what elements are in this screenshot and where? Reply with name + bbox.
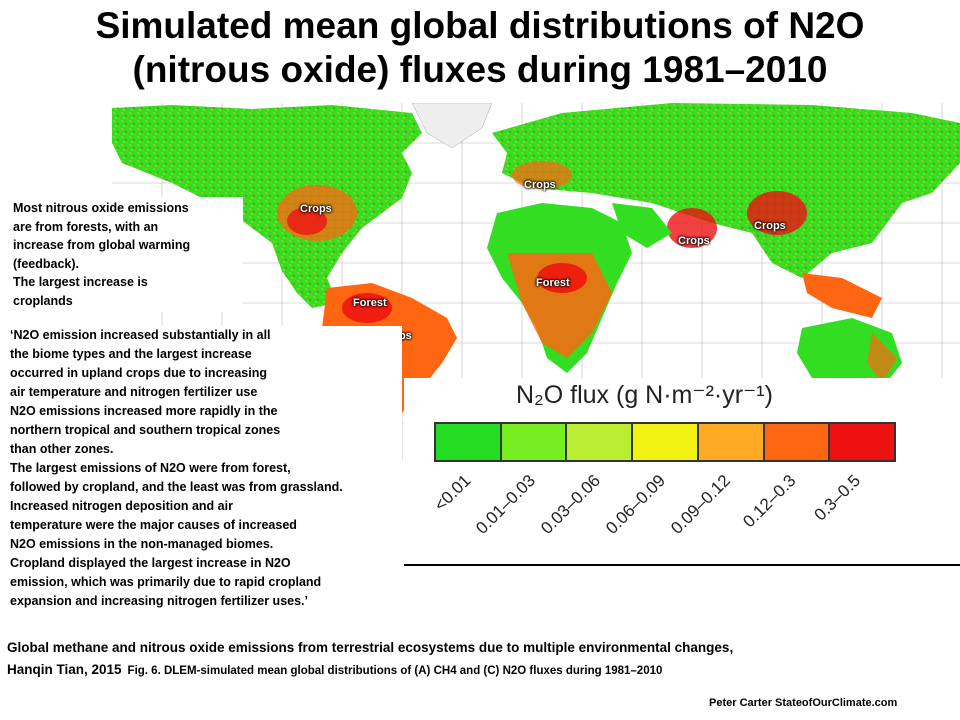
legend-swatch <box>567 424 634 460</box>
india-crop-hotspot <box>667 208 717 248</box>
quote-line: N2O emissions increased more rapidly in … <box>10 404 278 418</box>
legend-title: N₂O flux (g N·m⁻²·yr⁻¹) <box>516 381 773 409</box>
side-note-line: croplands <box>13 293 73 308</box>
legend-swatch <box>764 424 831 460</box>
quote-block: ‘N2O emission increased substantially in… <box>0 326 402 614</box>
side-note-line: The largest increase is <box>13 275 148 289</box>
legend-swatch <box>698 424 765 460</box>
world-map-svg <box>112 103 960 461</box>
quote-line: Cropland displayed the largest increase … <box>10 556 291 570</box>
legend-swatch <box>830 424 895 460</box>
quote-line: expansion and increasing nitrogen fertil… <box>10 594 308 608</box>
quote-line: N2O emissions in the non-managed biomes. <box>10 537 274 551</box>
citation-author: Hanqin Tian, 2015 <box>7 662 122 677</box>
legend-tick-label: 0.03–0.06 <box>537 470 605 538</box>
quote-line: occurred in upland crops due to increasi… <box>10 366 267 380</box>
congo-hotspot <box>537 263 587 293</box>
legend-swatch <box>501 424 568 460</box>
quote-line: ‘N2O emission increased substantially in… <box>10 328 271 342</box>
title-line-1: Simulated mean global distributions of N… <box>95 5 865 46</box>
quote-line: emission, which was primarily due to rap… <box>10 575 322 589</box>
n2o-flux-world-map: Crops Crops Crops Crops Forest Crops For… <box>112 103 960 461</box>
label-forest-africa: Forest <box>536 277 570 289</box>
title-line-2: (nitrous oxide) fluxes during 1981–2010 <box>132 49 828 91</box>
flux-legend: N₂O flux (g N·m⁻²·yr⁻¹) <0.01 0.01–0.03 … <box>404 378 960 568</box>
label-crops-europe: Crops <box>524 179 556 191</box>
label-crops-china: Crops <box>754 220 786 232</box>
side-note-line: are from forests, with an <box>13 219 159 234</box>
citation-line-2: Hanqin Tian, 2015 Fig. 6. DLEM-simulated … <box>7 659 733 682</box>
legend-tick-label: <0.01 <box>430 470 475 515</box>
legend-swatch <box>633 424 699 460</box>
quote-line: the biome types and the largest increase <box>10 347 252 361</box>
north-america-speckle <box>112 105 422 308</box>
quote-line: followed by cropland, and the least was … <box>10 480 343 494</box>
legend-tick-label: 0.06–0.09 <box>602 470 670 538</box>
us-crop-hotspot-core <box>287 207 327 235</box>
quote-line: Increased nitrogen deposition and air <box>10 499 233 513</box>
side-note-line: (feedback). <box>13 256 79 271</box>
citation: Global methane and nitrous oxide emissio… <box>7 637 733 682</box>
credit: Peter Carter StateofOurClimate.com <box>709 697 898 709</box>
legend-colorbar <box>434 422 896 462</box>
arabia <box>612 203 672 248</box>
quote-line: northern tropical and southern tropical … <box>10 423 281 437</box>
label-forest-amazon: Forest <box>353 297 387 309</box>
amazon-hotspot <box>342 293 392 323</box>
quote-line: temperature were the major causes of inc… <box>10 518 297 532</box>
page-title: Simulated mean global distributions of N… <box>0 4 960 93</box>
australia-east-coast <box>867 333 897 383</box>
legend-tick-label: 0.3–0.5 <box>810 470 865 525</box>
quote-line: than other zones. <box>10 442 114 456</box>
label-crops-north-america: Crops <box>300 203 332 215</box>
legend-tick-label: 0.01–0.03 <box>472 470 540 538</box>
citation-figure: Fig. 6. DLEM-simulated mean global distr… <box>127 665 663 677</box>
legend-tick-label: 0.09–0.12 <box>667 470 735 538</box>
label-crops-india: Crops <box>678 235 710 247</box>
side-note-line: Most nitrous oxide emissions <box>13 201 189 215</box>
citation-paper-title: Global methane and nitrous oxide emissio… <box>7 640 734 655</box>
quote-line: The largest emissions of N2O were from f… <box>10 461 291 475</box>
eurasia-speckle <box>492 103 960 278</box>
china-crop-hotspot <box>747 191 807 235</box>
legend-tick-label: 0.12–0.3 <box>739 470 800 532</box>
legend-divider <box>404 564 960 566</box>
side-note: Most nitrous oxide emissions are from fo… <box>13 197 243 312</box>
quote-line: air temperature and nitrogen fertilizer … <box>10 385 258 399</box>
europe-crop-hotspot <box>512 161 572 189</box>
greenland <box>411 103 493 149</box>
side-note-line: increase from global warming <box>13 238 191 252</box>
legend-swatch <box>436 424 502 460</box>
southeast-asia <box>802 273 882 318</box>
